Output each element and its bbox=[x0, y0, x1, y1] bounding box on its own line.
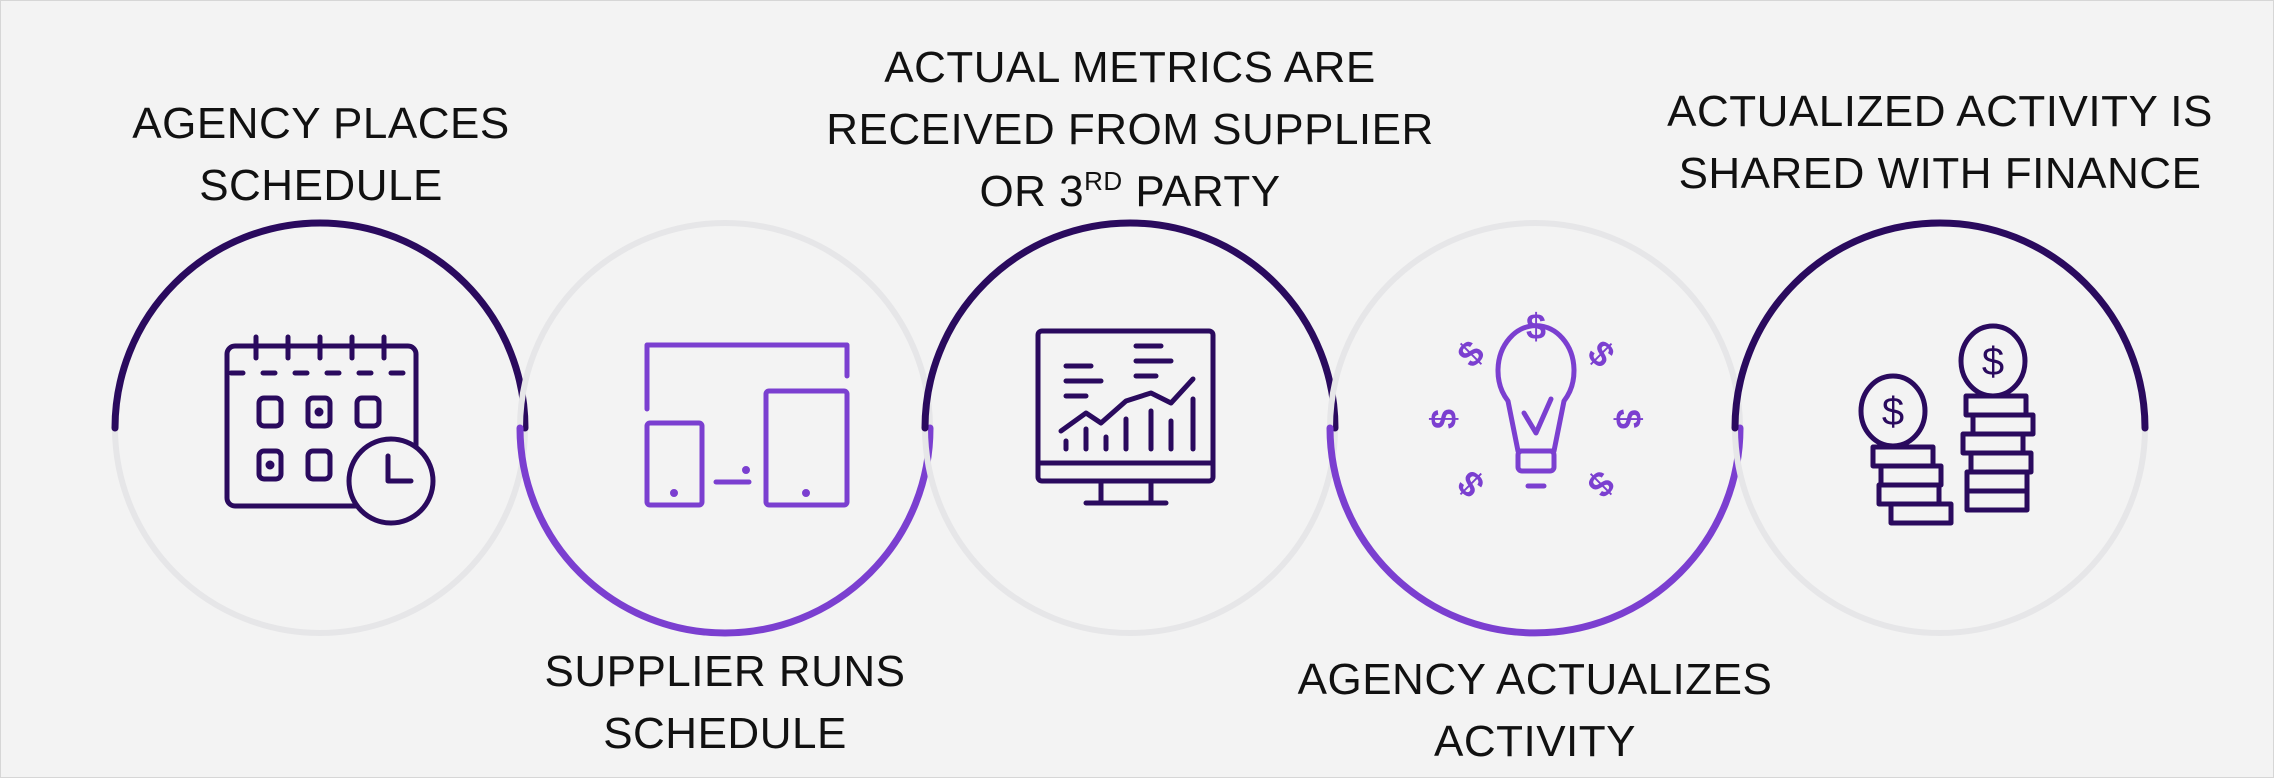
step-4-label: AGENCY ACTUALIZES ACTIVITY bbox=[1215, 649, 1855, 773]
dollar-sign-icon: $ bbox=[1449, 463, 1492, 506]
step-2-label: SUPPLIER RUNS SCHEDULE bbox=[405, 641, 1045, 765]
svg-text:$: $ bbox=[1982, 340, 2004, 384]
top-arc bbox=[111, 219, 529, 432]
step-3-line-1: ACTUAL METRICS ARE bbox=[884, 43, 1376, 92]
top-arc bbox=[921, 219, 1339, 432]
step-1-label: AGENCY PLACES SCHEDULE bbox=[1, 93, 641, 217]
dollar-sign-icon: $ bbox=[1526, 306, 1546, 347]
calendar-clock-icon bbox=[224, 334, 436, 526]
svg-text:$: $ bbox=[1882, 390, 1904, 434]
step-1-line-1: AGENCY PLACES bbox=[132, 99, 510, 148]
step-4-line-2: ACTIVITY bbox=[1433, 717, 1637, 766]
step-3-label: ACTUAL METRICS ARE RECEIVED FROM SUPPLIE… bbox=[810, 37, 1450, 223]
dollar-sign-icon: $ bbox=[1423, 409, 1464, 429]
step-3-line-2: RECEIVED FROM SUPPLIER bbox=[826, 105, 1434, 154]
dollar-sign-icon: $ bbox=[1449, 332, 1492, 375]
dollar-sign-icon: $ bbox=[1580, 332, 1623, 375]
bottom-arc bbox=[516, 424, 934, 637]
step-3-line-3: OR 3RD PARTY bbox=[810, 161, 1450, 223]
superscript: RD bbox=[1084, 166, 1123, 196]
dollar-sign-icon: $ bbox=[1608, 409, 1649, 429]
monitor-chart-icon bbox=[1035, 328, 1216, 506]
top-arc bbox=[1731, 219, 2149, 432]
step-2-line-1: SUPPLIER RUNS bbox=[544, 647, 906, 696]
lightbulb-dollar-icon: $ $ $ $ $ $ $ bbox=[1423, 306, 1649, 506]
step-5-line-2: SHARED WITH FINANCE bbox=[1678, 149, 2202, 198]
step-4-line-1: AGENCY ACTUALIZES bbox=[1297, 655, 1773, 704]
step-3-line-3-text: OR 3 bbox=[979, 167, 1085, 216]
step-2-line-2: SCHEDULE bbox=[603, 709, 847, 758]
devices-icon bbox=[644, 342, 850, 508]
step-1-line-2: SCHEDULE bbox=[199, 161, 443, 210]
step-5-label: ACTUALIZED ACTIVITY IS SHARED WITH FINAN… bbox=[1620, 81, 2260, 205]
coin-stacks-icon: $ $ bbox=[1858, 323, 2036, 526]
step-5-line-1: ACTUALIZED ACTIVITY IS bbox=[1667, 87, 2213, 136]
dollar-sign-icon: $ bbox=[1580, 463, 1623, 506]
step-3-line-3-tail: PARTY bbox=[1122, 167, 1281, 216]
bottom-arc bbox=[1326, 424, 1744, 637]
